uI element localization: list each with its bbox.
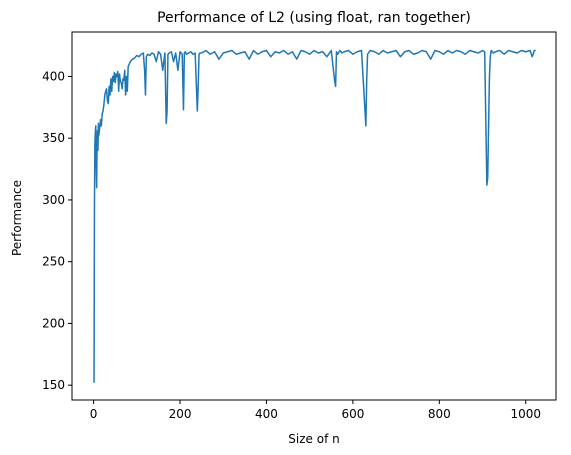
- plot-frame: [71, 31, 557, 401]
- series-line-0: [93, 49, 536, 383]
- y-axis: 150 200 250 300 350 400: [42, 69, 72, 392]
- x-tick-label: 400: [255, 407, 278, 421]
- y-tick-label: 350: [42, 131, 65, 145]
- y-tick-label: 250: [42, 255, 65, 269]
- y-tick-label: 200: [42, 316, 65, 330]
- x-axis: 0 200 400 600 800 1000: [90, 400, 541, 421]
- chart-title: Performance of L2 (using float, ran toge…: [157, 10, 471, 26]
- y-axis-label: Performance: [10, 180, 24, 256]
- x-tick-label: 800: [428, 407, 451, 421]
- y-tick-label: 300: [42, 193, 65, 207]
- plot-area: [93, 49, 536, 383]
- x-tick-label: 1000: [510, 407, 541, 421]
- y-tick-label: 400: [42, 69, 65, 83]
- y-tick-label: 150: [42, 378, 65, 392]
- x-tick-label: 0: [90, 407, 98, 421]
- x-tick-label: 200: [169, 407, 192, 421]
- x-axis-label: Size of n: [288, 432, 339, 446]
- x-tick-label: 600: [341, 407, 364, 421]
